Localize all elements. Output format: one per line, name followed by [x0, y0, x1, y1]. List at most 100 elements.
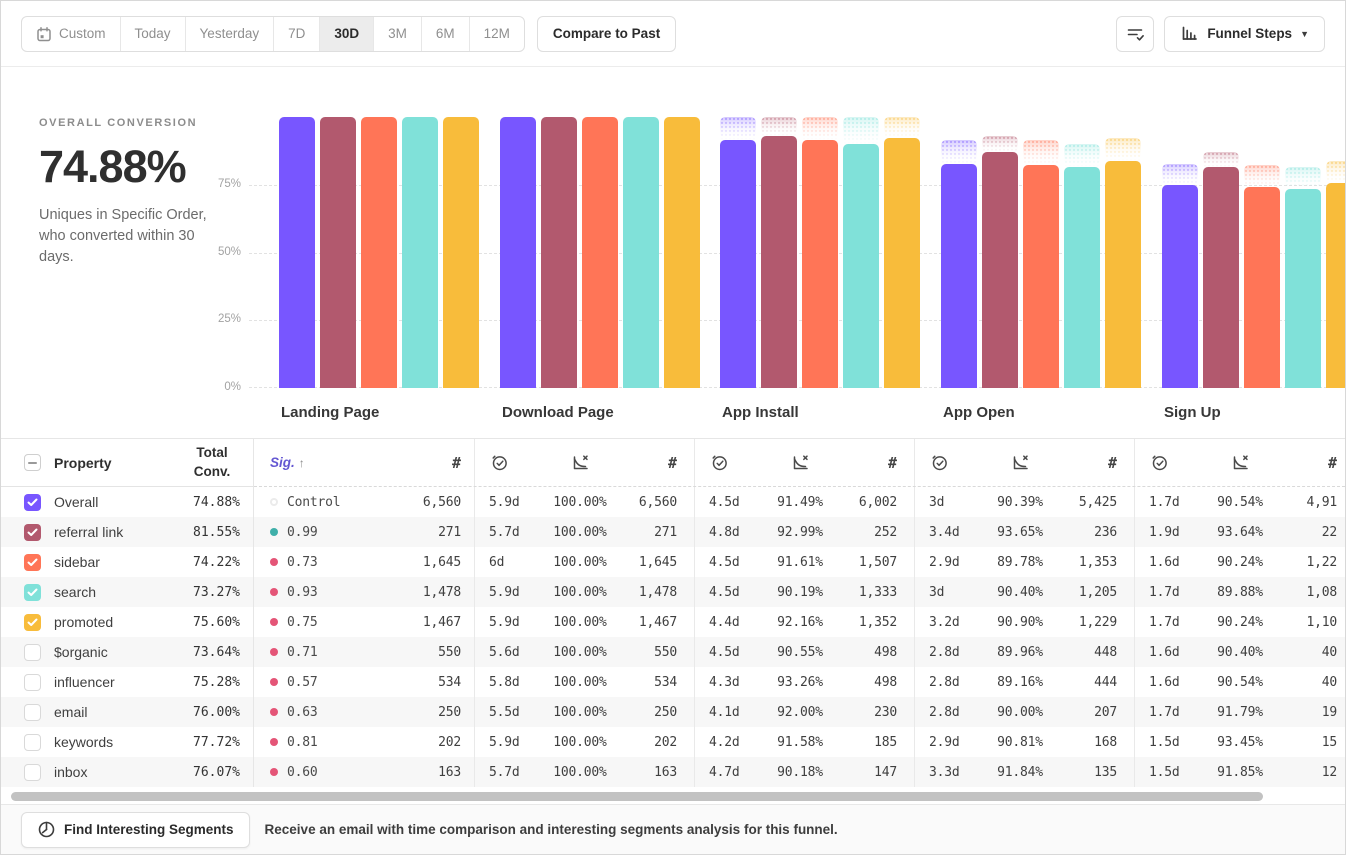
conversion-rate-value: 100.00%	[553, 644, 607, 660]
bar-sidebar[interactable]	[802, 139, 838, 388]
bar-referral-link[interactable]	[1203, 167, 1239, 388]
bar-sidebar[interactable]	[582, 117, 618, 388]
conversion-rate-value: 100.00%	[553, 524, 607, 540]
table-row-$organic[interactable]: $organic 73.64% 0.71 550 5.6d 100.00% 550 4.5d 9…	[1, 637, 1345, 667]
entry-count-column-header[interactable]: #	[451, 453, 461, 472]
entry-count-value: 271	[438, 524, 461, 540]
conversion-chart-icon[interactable]	[970, 439, 1070, 486]
bar-promoted[interactable]	[1105, 160, 1141, 388]
time-to-convert-value: 4.3d	[709, 674, 740, 690]
find-interesting-segments-button[interactable]: Find Interesting Segments	[21, 811, 250, 848]
count-column-header[interactable]: #	[667, 453, 677, 472]
date-range-7d[interactable]: 7D	[274, 16, 321, 51]
table-row-overall[interactable]: Overall 74.88% Control 6,560 5.9d 100.00% 6,56…	[1, 487, 1345, 517]
date-range-custom[interactable]: Custom	[22, 16, 121, 51]
bar-overall[interactable]	[500, 117, 536, 388]
series-checkbox[interactable]	[24, 703, 41, 721]
conversion-rate-value: 92.99%	[777, 524, 823, 540]
date-range-30d[interactable]: 30D	[320, 16, 375, 51]
series-checkbox[interactable]	[24, 613, 41, 631]
total-conversion-column-header[interactable]: Total Conv.	[193, 445, 231, 479]
conversion-rate-value: 90.24%	[1217, 554, 1263, 570]
bar-slot	[1244, 117, 1280, 388]
table-row-influencer[interactable]: influencer 75.28% 0.57 534 5.8d 100.00% 534 4.3…	[1, 667, 1345, 697]
step-label: Sign Up	[1164, 404, 1221, 421]
bar-sidebar[interactable]	[1023, 165, 1059, 388]
bar-promoted[interactable]	[1326, 183, 1345, 388]
bar-search[interactable]	[843, 143, 879, 388]
table-row-email[interactable]: email 76.00% 0.63 250 5.5d 100.00% 250 4.1d 92.0…	[1, 697, 1345, 727]
sig-value: 0.60	[287, 764, 318, 780]
bar-overall[interactable]	[279, 117, 315, 388]
date-range-6m[interactable]: 6M	[422, 16, 470, 51]
property-label: inbox	[54, 764, 88, 780]
conversion-chart-icon[interactable]	[750, 439, 850, 486]
bar-referral-link[interactable]	[320, 117, 356, 388]
conversion-rate-value: 100.00%	[553, 764, 607, 780]
date-range-yesterday[interactable]: Yesterday	[186, 16, 275, 51]
table-row-inbox[interactable]: inbox 76.07% 0.60 163 5.7d 100.00% 163 4.7d 90.1…	[1, 757, 1345, 787]
series-checkbox[interactable]	[24, 493, 41, 511]
bar-referral-link[interactable]	[761, 136, 797, 388]
select-all-checkbox[interactable]	[24, 454, 41, 471]
bar-search[interactable]	[1064, 167, 1100, 388]
entry-count-value: 250	[438, 704, 461, 720]
count-column-header[interactable]: #	[1107, 453, 1117, 472]
legend-filter-button[interactable]	[1116, 15, 1155, 52]
series-checkbox[interactable]	[24, 583, 41, 601]
table-row-referral-link[interactable]: referral link 81.55% 0.99 271 5.7d 100.00% 271…	[1, 517, 1345, 547]
date-range-3m[interactable]: 3M	[374, 16, 422, 51]
time-to-convert-value: 4.8d	[709, 524, 740, 540]
bar-promoted[interactable]	[884, 138, 920, 388]
count-column-header[interactable]: #	[1327, 453, 1337, 472]
bar-sidebar[interactable]	[1244, 186, 1280, 388]
conversion-rate-value: 90.55%	[777, 644, 823, 660]
bar-promoted[interactable]	[443, 117, 479, 388]
date-range-12m[interactable]: 12M	[483, 26, 510, 41]
bar-overall[interactable]	[941, 163, 977, 388]
bar-slot	[541, 117, 577, 388]
stopwatch-icon[interactable]	[710, 439, 729, 486]
table-row-search[interactable]: search 73.27% 0.93 1,478 5.9d 100.00% 1,478 4.5…	[1, 577, 1345, 607]
table-row-keywords[interactable]: keywords 77.72% 0.81 202 5.9d 100.00% 202 4.2d 9…	[1, 727, 1345, 757]
bar-overall[interactable]	[1162, 185, 1198, 388]
gridline	[249, 253, 1345, 254]
date-range-today[interactable]: Today	[121, 16, 186, 51]
time-to-convert-value: 2.9d	[929, 554, 960, 570]
series-checkbox[interactable]	[24, 553, 41, 571]
sig-column-header[interactable]: Sig.	[270, 455, 295, 470]
bar-overall[interactable]	[720, 140, 756, 388]
table-row-sidebar[interactable]: sidebar 74.22% 0.73 1,645 6d 100.00% 1,645 4.5d…	[1, 547, 1345, 577]
table-row-promoted[interactable]: promoted 75.60% 0.75 1,467 5.9d 100.00% 1,467 4…	[1, 607, 1345, 637]
series-checkbox[interactable]	[24, 673, 41, 691]
time-to-convert-value: 1.6d	[1149, 644, 1180, 660]
bar-referral-link[interactable]	[541, 117, 577, 388]
conversion-rate-value: 91.61%	[777, 554, 823, 570]
horizontal-scrollbar-thumb[interactable]	[11, 792, 1263, 801]
stopwatch-icon[interactable]	[490, 439, 509, 486]
total-conversion-value: 73.27%	[193, 584, 240, 600]
series-checkbox[interactable]	[24, 733, 41, 751]
property-column-header[interactable]: Property	[54, 454, 112, 471]
bar-promoted[interactable]	[664, 117, 700, 388]
stopwatch-icon[interactable]	[1150, 439, 1169, 486]
bar-slot	[720, 117, 756, 388]
bar-search[interactable]	[623, 117, 659, 388]
series-checkbox[interactable]	[24, 643, 41, 661]
compare-to-past-button[interactable]: Compare to Past	[536, 15, 677, 52]
stopwatch-icon[interactable]	[930, 439, 949, 486]
conversion-chart-icon[interactable]	[1190, 439, 1290, 486]
bar-search[interactable]	[402, 117, 438, 388]
bar-group-app-install	[720, 117, 920, 388]
series-checkbox[interactable]	[24, 763, 41, 781]
bar-sidebar[interactable]	[361, 117, 397, 388]
bar-search[interactable]	[1285, 189, 1321, 388]
count-column-header[interactable]: #	[887, 453, 897, 472]
view-selector-button[interactable]: Funnel Steps ▼	[1164, 15, 1325, 52]
bar-referral-link[interactable]	[982, 152, 1018, 388]
time-to-convert-value: 5.7d	[489, 764, 520, 780]
series-checkbox[interactable]	[24, 523, 41, 541]
conversion-chart-icon[interactable]	[530, 439, 630, 486]
sig-dot	[270, 678, 278, 686]
property-label: influencer	[54, 674, 115, 690]
